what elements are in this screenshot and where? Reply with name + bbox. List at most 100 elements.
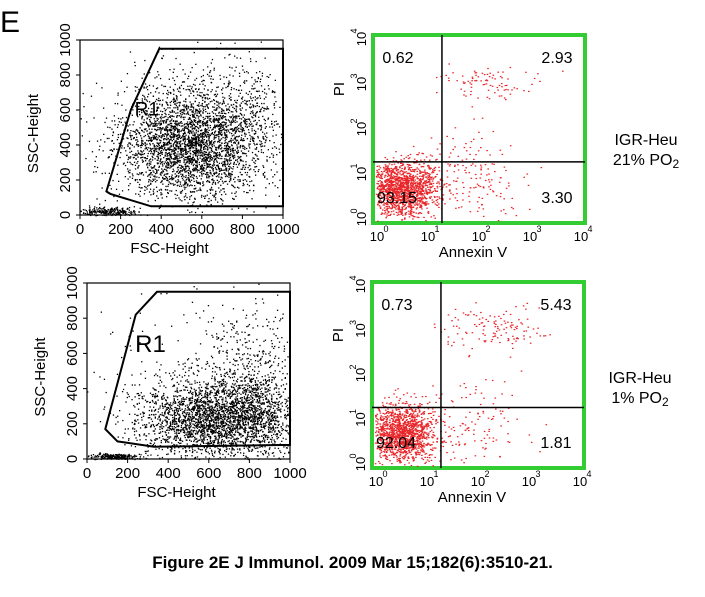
data-point [97, 208, 100, 210]
data-point [255, 130, 257, 133]
data-point [386, 175, 389, 178]
data-point [168, 152, 170, 154]
data-point [229, 149, 231, 151]
data-point [141, 143, 143, 145]
data-point [206, 181, 208, 183]
data-point [260, 78, 262, 80]
data-point [215, 149, 217, 151]
data-point [218, 138, 220, 140]
data-point [246, 120, 248, 123]
data-point [423, 159, 426, 161]
data-point [199, 168, 201, 170]
data-point [194, 168, 196, 171]
data-point [192, 202, 194, 204]
data-point [242, 100, 244, 103]
data-point [225, 86, 227, 89]
data-point [251, 125, 253, 128]
data-point [206, 156, 208, 159]
data-point [387, 179, 390, 181]
data-point [207, 89, 209, 91]
data-point [223, 112, 226, 114]
data-point [414, 179, 416, 181]
data-point [142, 150, 145, 152]
data-point [170, 145, 172, 148]
data-point [223, 76, 225, 78]
data-point [392, 160, 395, 162]
data-point [159, 99, 161, 102]
data-point [424, 180, 426, 182]
data-point [182, 148, 185, 150]
data-point [272, 161, 275, 163]
data-point [244, 133, 246, 135]
data-point [165, 189, 167, 191]
data-point [169, 129, 172, 131]
data-point [225, 144, 228, 147]
data-point [212, 175, 214, 177]
data-point [121, 214, 123, 216]
data-point [190, 159, 192, 162]
data-point [229, 124, 231, 126]
data-point [113, 115, 115, 117]
data-point [139, 207, 141, 209]
data-point [124, 210, 126, 212]
data-point [153, 124, 155, 127]
data-point [161, 168, 163, 170]
data-point [246, 171, 249, 174]
data-point [445, 183, 448, 185]
data-point [408, 206, 410, 208]
data-point [161, 153, 163, 155]
data-point [264, 171, 266, 174]
data-point [267, 108, 270, 110]
data-point [212, 141, 215, 143]
data-point [149, 142, 151, 145]
data-point [187, 88, 189, 91]
data-point [193, 120, 196, 123]
data-point [261, 90, 264, 93]
data-point [239, 85, 241, 87]
data-point [251, 138, 254, 140]
data-point [429, 189, 431, 191]
data-point [221, 118, 223, 120]
data-point [403, 193, 406, 195]
data-point [239, 123, 241, 125]
data-point [430, 182, 432, 184]
data-point [194, 84, 196, 86]
data-point [221, 194, 223, 196]
data-point [201, 154, 203, 156]
data-point [221, 125, 223, 127]
data-point [187, 202, 189, 204]
data-point [201, 169, 203, 171]
data-point [378, 200, 380, 202]
data-point [196, 122, 199, 124]
data-point [235, 105, 237, 107]
data-point [128, 156, 130, 158]
data-point [139, 114, 141, 116]
data-point [169, 101, 171, 104]
data-point [182, 179, 184, 181]
data-point [410, 214, 413, 216]
data-point [206, 158, 208, 160]
data-point [213, 117, 215, 119]
data-point [156, 155, 158, 158]
data-point [170, 133, 173, 135]
data-point [213, 94, 216, 96]
data-point [141, 151, 143, 153]
data-point [219, 132, 221, 134]
data-point [209, 134, 212, 137]
data-point [168, 148, 170, 150]
data-point [143, 86, 145, 88]
data-point [221, 92, 224, 95]
data-point [220, 131, 223, 133]
data-point [192, 176, 194, 178]
data-point [260, 146, 262, 148]
data-point [173, 101, 175, 103]
data-point [218, 121, 220, 124]
data-point [255, 165, 258, 168]
data-point [230, 124, 232, 126]
data-point [144, 129, 146, 131]
x-tick-label: 0 [76, 221, 84, 238]
data-point [206, 135, 208, 137]
data-point [223, 131, 226, 133]
data-point [203, 79, 205, 82]
data-point [153, 175, 155, 177]
